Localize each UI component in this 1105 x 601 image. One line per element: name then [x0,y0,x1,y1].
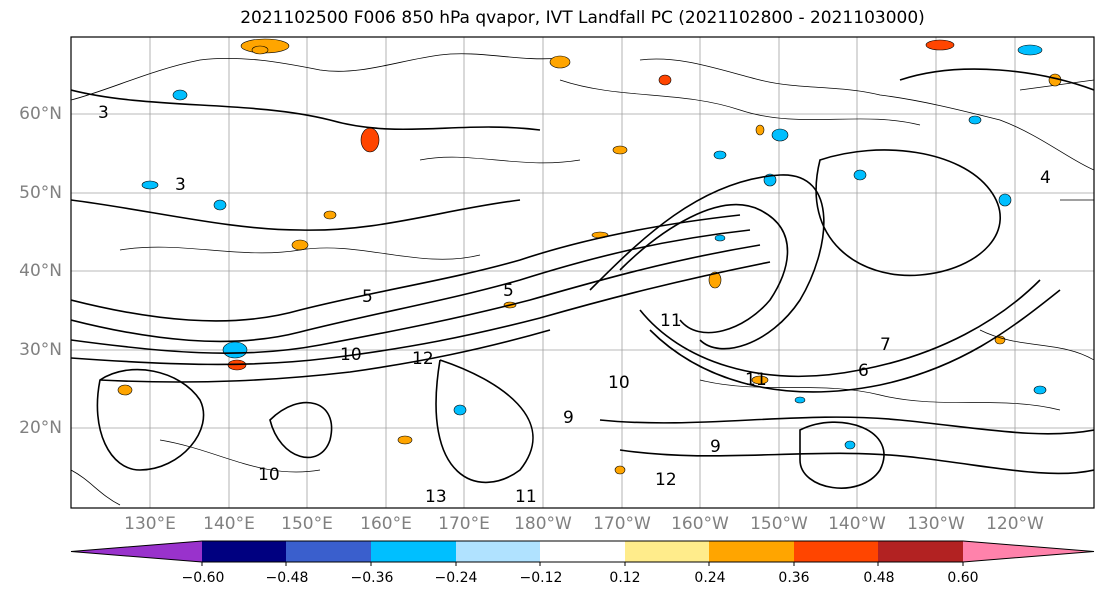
map-title: 2021102500 F006 850 hPa qvapor, IVT Land… [240,8,925,28]
lat-label-30n: 30°N [19,340,62,360]
lon-label-150w: 150°W [750,514,808,534]
qvapor-positive-shade [658,74,672,86]
qvapor-positive-shade [291,239,309,251]
colorbar-segment [202,541,286,562]
contour-labels: 3 3 5 5 7 10 12 11 11 10 9 10 13 11 9 6 4 12 [98,103,1051,507]
lon-label-160e: 160°E [360,514,412,534]
colorbar-segment [540,541,625,562]
qvapor-negative-shade [222,341,248,359]
qvapor-negative-shade [713,150,727,160]
map-frame [70,36,1095,509]
qvapor-positive-shade [117,384,133,396]
lat-label-60n: 60°N [19,104,62,124]
qvapor-negative-shade [714,234,726,242]
contour-label: 10 [608,373,630,393]
colorbar [70,540,1095,566]
colorbar-segment [286,541,371,562]
qvapor-positive-shade [614,465,626,475]
qvapor-positive-shade [612,145,628,155]
qvapor-negative-shade [968,115,982,125]
lon-label-160w: 160°W [671,514,729,534]
contour-label: 9 [563,408,574,428]
lon-label-170w: 170°W [593,514,651,534]
colorbar-tick-label: 0.48 [863,570,895,586]
colorbar-segment [625,541,709,562]
contour-label: 10 [258,465,280,485]
qvapor-shading [117,38,1062,475]
qvapor-positive-shade [360,127,380,153]
qvapor-positive-shade [708,271,722,289]
thin-contours [119,79,1094,473]
lon-label-130e: 130°E [124,514,176,534]
contour-label: 12 [412,349,434,369]
qvapor-negative-shade [771,128,789,142]
qvapor-positive-shade [397,435,413,445]
map-area [71,37,1094,508]
colorbar-extend-left [71,541,202,562]
qvapor-negative-shade [844,440,856,450]
ivt-contours [71,68,1094,489]
colorbar-tick-label: −0.36 [350,570,394,586]
colorbar-tick-label: −0.60 [181,570,225,586]
qvapor-negative-shade [794,396,806,404]
contour-label: 5 [503,281,514,301]
qvapor-negative-shade [172,89,188,101]
qvapor-negative-shade [1033,385,1047,395]
colorbar-tick-label: −0.24 [434,570,478,586]
contour-label: 13 [425,487,447,507]
qvapor-negative-shade [213,199,227,211]
colorbar-segment [709,541,794,562]
qvapor-negative-shade [998,193,1012,207]
contour-label: 3 [98,103,109,123]
contour-label: 11 [660,311,682,331]
contour-label: 11 [745,370,767,390]
contour-label: 10 [340,345,362,365]
colorbar-segment [794,541,878,562]
lat-label-50n: 50°N [19,183,62,203]
qvapor-positive-shade [549,55,571,69]
contour-label: 4 [1040,168,1051,188]
lon-label-180w: 180°W [514,514,572,534]
qvapor-positive-shade [994,335,1006,345]
qvapor-positive-shade [323,210,337,220]
contour-label: 3 [175,175,186,195]
contour-label: 7 [880,335,891,355]
colorbar-tick-label: −0.48 [265,570,309,586]
lon-label-130w: 130°W [907,514,965,534]
qvapor-positive-shade [925,39,955,51]
contour-label: 12 [655,470,677,490]
qvapor-negative-shade [853,169,867,181]
qvapor-negative-shade [141,180,159,190]
colorbar-segment [371,541,456,562]
colorbar-segment [878,541,963,562]
colorbar-tick-label: 0.36 [778,570,810,586]
lat-label-20n: 20°N [19,418,62,438]
colorbar-extend-right [963,541,1094,562]
lat-label-40n: 40°N [19,261,62,281]
lon-label-140w: 140°W [828,514,886,534]
colorbar-tick-label: 0.60 [947,570,979,586]
qvapor-positive-shade [251,45,269,55]
qvapor-negative-shade [453,404,467,416]
qvapor-negative-shade [1017,44,1043,56]
map-content: 3 3 5 5 7 10 12 11 11 10 9 10 13 11 9 6 4 12 [71,37,1094,508]
colorbar-segment [456,541,540,562]
contour-label: 9 [710,437,721,457]
colorbar-tick-label: −0.12 [519,570,563,586]
lon-label-150e: 150°E [281,514,333,534]
contour-label: 6 [858,361,869,381]
qvapor-positive-shade [751,375,769,385]
contour-label: 11 [515,487,537,507]
qvapor-positive-shade [755,124,765,136]
lon-label-120w: 120°W [986,514,1044,534]
lon-label-170e: 170°E [438,514,490,534]
colorbar-tick-label: 0.24 [694,570,726,586]
lon-label-140e: 140°E [203,514,255,534]
contour-label: 5 [362,287,373,307]
colorbar-tick-label: 0.12 [609,570,641,586]
